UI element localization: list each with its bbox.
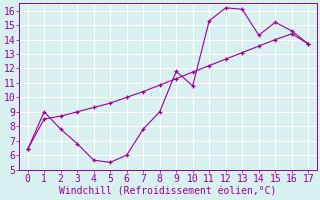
X-axis label: Windchill (Refroidissement éolien,°C): Windchill (Refroidissement éolien,°C) <box>59 187 277 197</box>
